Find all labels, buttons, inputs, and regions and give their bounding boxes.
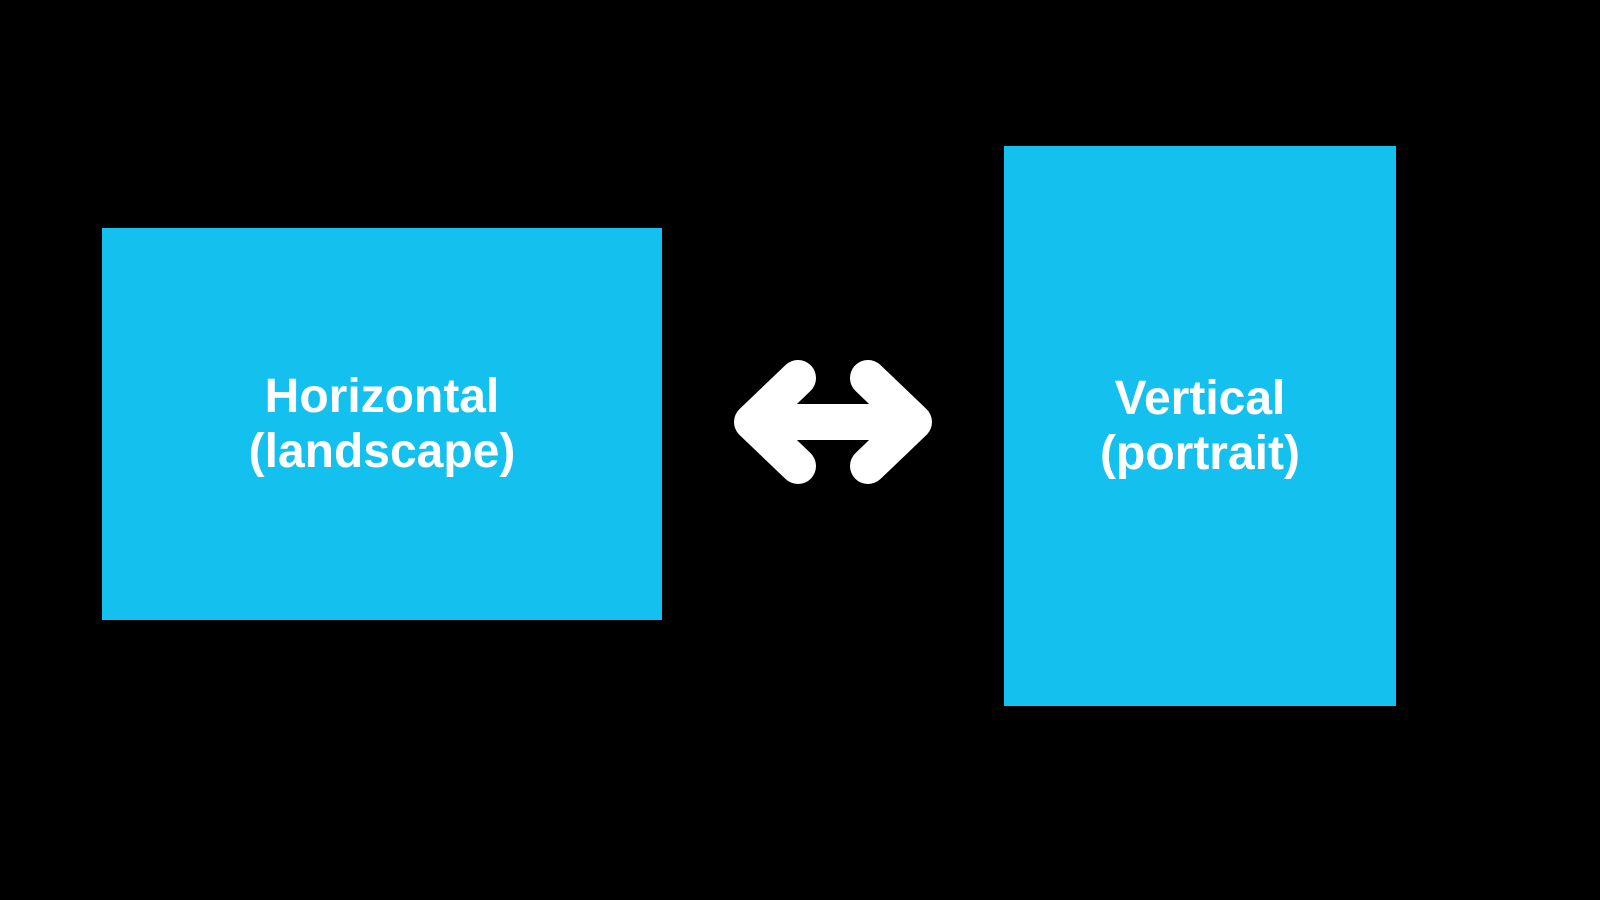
portrait-label-line1: Vertical <box>1115 371 1286 426</box>
landscape-panel: Horizontal (landscape) <box>102 228 662 620</box>
swap-arrow-icon <box>726 352 940 492</box>
diagram-canvas: Horizontal (landscape) Vertical (portrai… <box>0 0 1600 900</box>
landscape-label-line2: (landscape) <box>249 424 516 479</box>
portrait-label-line2: (portrait) <box>1100 426 1300 481</box>
portrait-panel: Vertical (portrait) <box>1004 146 1396 706</box>
landscape-label-line1: Horizontal <box>265 369 500 424</box>
